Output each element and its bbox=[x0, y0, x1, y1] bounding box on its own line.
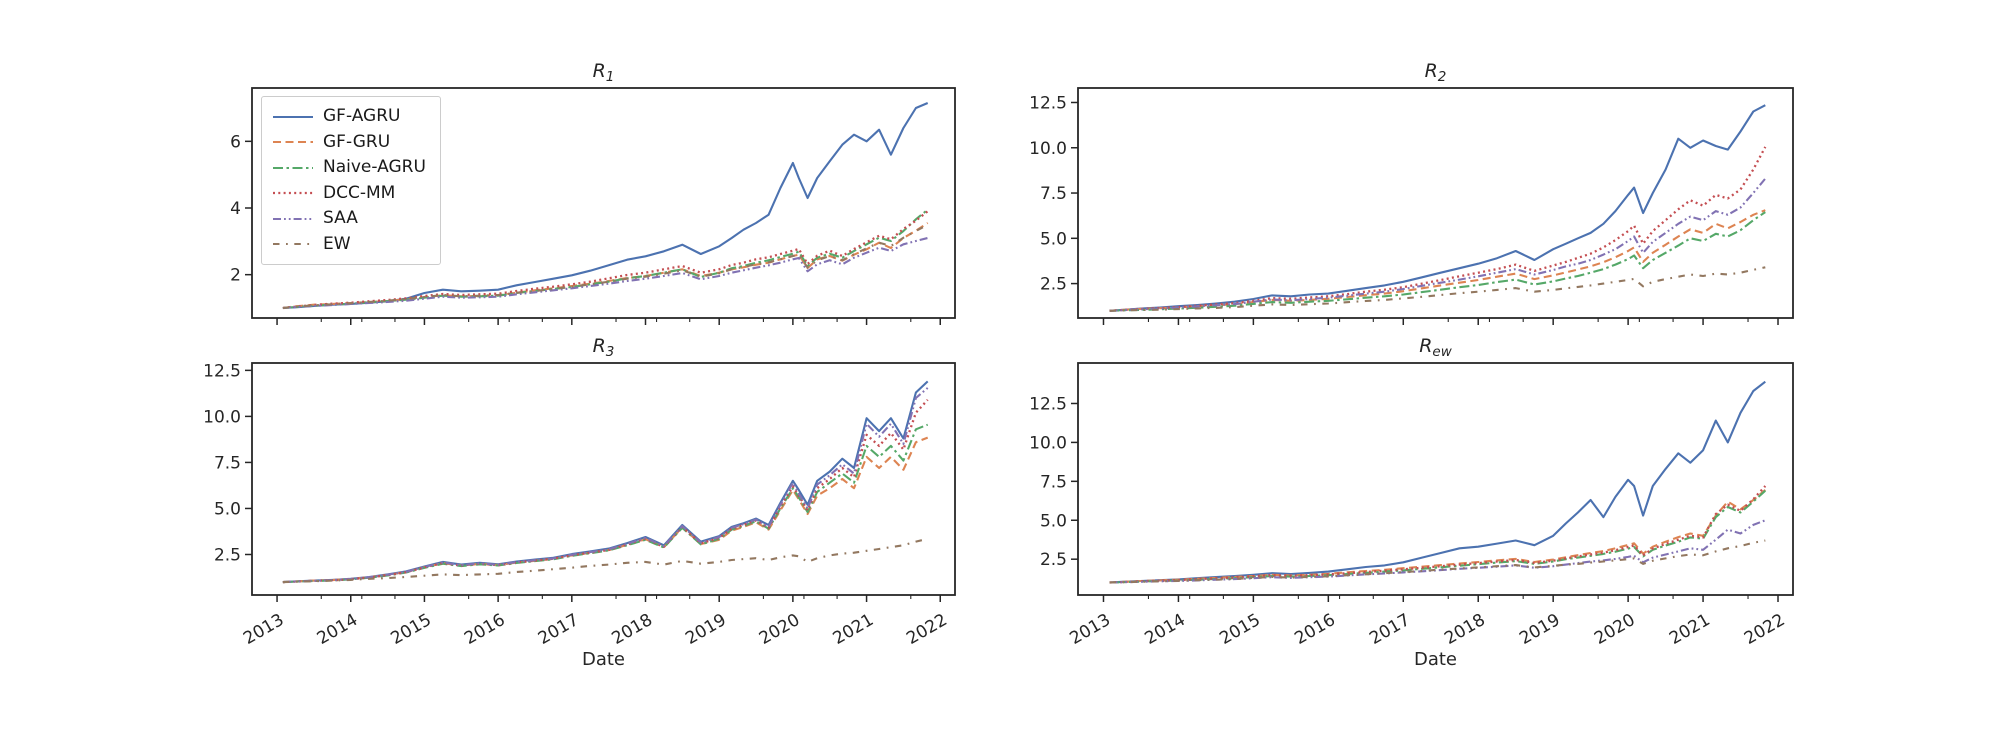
legend-item-label: DCC-MM bbox=[323, 182, 396, 203]
x-tick-label: 2015 bbox=[1216, 610, 1263, 649]
x-tick-label: 2013 bbox=[1067, 610, 1114, 649]
series-line-ew bbox=[1109, 266, 1766, 312]
x-tick-label: 2020 bbox=[1591, 610, 1638, 649]
series-line-dcc-mm bbox=[1109, 485, 1767, 584]
legend-item: SAA bbox=[273, 206, 426, 232]
y-tick-label: 7.5 bbox=[1040, 472, 1067, 492]
legend-item-label: GF-AGRU bbox=[323, 106, 401, 127]
x-tick-label: 2017 bbox=[535, 610, 582, 649]
x-tick-label: 2015 bbox=[387, 610, 434, 649]
x-tick-label: 2018 bbox=[1441, 610, 1488, 649]
plot-area bbox=[251, 362, 956, 596]
chart-svg-r2: R2 2.5 5.0 7.5 10.0 12.5 bbox=[1029, 60, 1794, 325]
y-tick-label: 12.5 bbox=[203, 361, 241, 381]
x-tick-label: 2022 bbox=[1741, 610, 1788, 649]
series-line-naive-agru bbox=[282, 208, 929, 310]
chart-rew: Rew 2.5 5.0 7.5 10.0 12.5 2013 2014 2015 2016 2017… bbox=[968, 313, 1903, 735]
legend-item: EW bbox=[273, 232, 426, 258]
chart-title: R3 bbox=[593, 335, 615, 360]
y-tick-label: 5.0 bbox=[1040, 511, 1067, 531]
legend-line-sample bbox=[273, 141, 313, 144]
chart-r1: R1 2 4 6 bbox=[142, 38, 1065, 458]
plot-area bbox=[251, 87, 956, 319]
series-line-gf-agru bbox=[1109, 104, 1766, 312]
chart-r2: R2 2.5 5.0 7.5 10.0 12.5 bbox=[968, 38, 1903, 458]
x-axis-label: Date bbox=[1414, 649, 1457, 670]
x-tick-label: 2021 bbox=[1666, 610, 1713, 649]
x-tick-label: 2021 bbox=[830, 610, 877, 649]
series-line-saa bbox=[1109, 519, 1766, 584]
legend-item: Naive-AGRU bbox=[273, 155, 426, 181]
x-tick-label: 2013 bbox=[240, 610, 287, 649]
y-tick-label: 2.5 bbox=[214, 545, 241, 565]
x-tick-label: 2018 bbox=[609, 610, 656, 649]
legend-item-label: Naive-AGRU bbox=[323, 157, 426, 178]
legend-item-label: EW bbox=[323, 233, 351, 254]
series-line-saa bbox=[282, 236, 928, 310]
y-tick-label: 6 bbox=[230, 132, 241, 152]
series-line-gf-agru bbox=[1109, 380, 1766, 584]
series-line-gf-gru bbox=[282, 436, 929, 584]
series-line-naive-agru bbox=[1109, 489, 1767, 584]
x-tick-label: 2019 bbox=[1516, 610, 1563, 649]
y-tick-label: 10.0 bbox=[203, 407, 241, 427]
y-tick-label: 10.0 bbox=[1029, 433, 1067, 453]
x-tick-label: 2014 bbox=[1141, 610, 1188, 649]
series-line-ew bbox=[1109, 539, 1766, 584]
series-line-ew bbox=[282, 223, 929, 310]
chart-r3: R3 2.5 5.0 7.5 10.0 12.5 2013 2014 2015 2016 2017 2… bbox=[142, 313, 1065, 735]
series-line-dcc-mm bbox=[1109, 146, 1767, 312]
series-line-saa bbox=[282, 387, 929, 584]
series-line-gf-gru bbox=[1109, 489, 1766, 584]
legend-line-sample bbox=[273, 192, 313, 195]
chart-title: R1 bbox=[593, 60, 615, 85]
x-tick-label: 2020 bbox=[756, 610, 803, 649]
legend-line-sample bbox=[273, 166, 313, 169]
y-tick-label: 2.5 bbox=[1040, 550, 1067, 570]
legend-line-sample bbox=[273, 217, 313, 220]
x-tick-label: 2019 bbox=[682, 610, 729, 649]
legend-line-sample bbox=[273, 243, 313, 246]
x-tick-label: 2016 bbox=[461, 610, 508, 649]
chart-svg-r3: R3 2.5 5.0 7.5 10.0 12.5 2013 2014 2015 2016 2017 2… bbox=[203, 335, 956, 670]
y-tick-label: 2.5 bbox=[1040, 275, 1067, 295]
series-line-dcc-mm bbox=[282, 210, 929, 310]
x-tick-label: 2022 bbox=[903, 610, 950, 649]
plot-area bbox=[1077, 362, 1794, 596]
y-tick-label: 10.0 bbox=[1029, 139, 1067, 159]
y-tick-label: 2 bbox=[230, 266, 241, 286]
plot-area bbox=[1077, 87, 1794, 319]
legend-line-sample bbox=[273, 115, 313, 118]
x-tick-label: 2017 bbox=[1366, 610, 1413, 649]
legend-item-label: GF-GRU bbox=[323, 131, 391, 152]
chart-title: Rew bbox=[1419, 335, 1453, 360]
x-tick-label: 2016 bbox=[1291, 610, 1338, 649]
y-tick-label: 7.5 bbox=[1040, 184, 1067, 204]
series-line-naive-agru bbox=[282, 423, 929, 584]
series-line-naive-agru bbox=[1109, 211, 1766, 312]
series-line-dcc-mm bbox=[282, 399, 929, 584]
y-tick-label: 5.0 bbox=[1040, 229, 1067, 249]
series-line-saa bbox=[1109, 177, 1767, 312]
x-axis-label: Date bbox=[582, 649, 625, 670]
x-tick-label: 2014 bbox=[314, 610, 361, 649]
legend: GF-AGRU GF-GRU Naive-AGRU DCC-MM SAA EW bbox=[261, 96, 441, 265]
legend-item: GF-GRU bbox=[273, 130, 426, 156]
chart-title: R2 bbox=[1425, 60, 1447, 85]
chart-svg-r1: R1 2 4 6 bbox=[230, 60, 956, 325]
legend-item: GF-AGRU bbox=[273, 104, 426, 130]
y-tick-label: 12.5 bbox=[1029, 93, 1067, 113]
y-tick-label: 7.5 bbox=[214, 453, 241, 473]
y-tick-label: 5.0 bbox=[214, 499, 241, 519]
y-tick-label: 4 bbox=[230, 199, 241, 219]
y-tick-label: 12.5 bbox=[1029, 394, 1067, 414]
series-line-gf-gru bbox=[1109, 209, 1766, 312]
chart-svg-rew: Rew 2.5 5.0 7.5 10.0 12.5 2013 2014 2015 2016 2017… bbox=[1029, 335, 1794, 670]
legend-item-label: SAA bbox=[323, 208, 358, 229]
legend-item: DCC-MM bbox=[273, 181, 426, 207]
